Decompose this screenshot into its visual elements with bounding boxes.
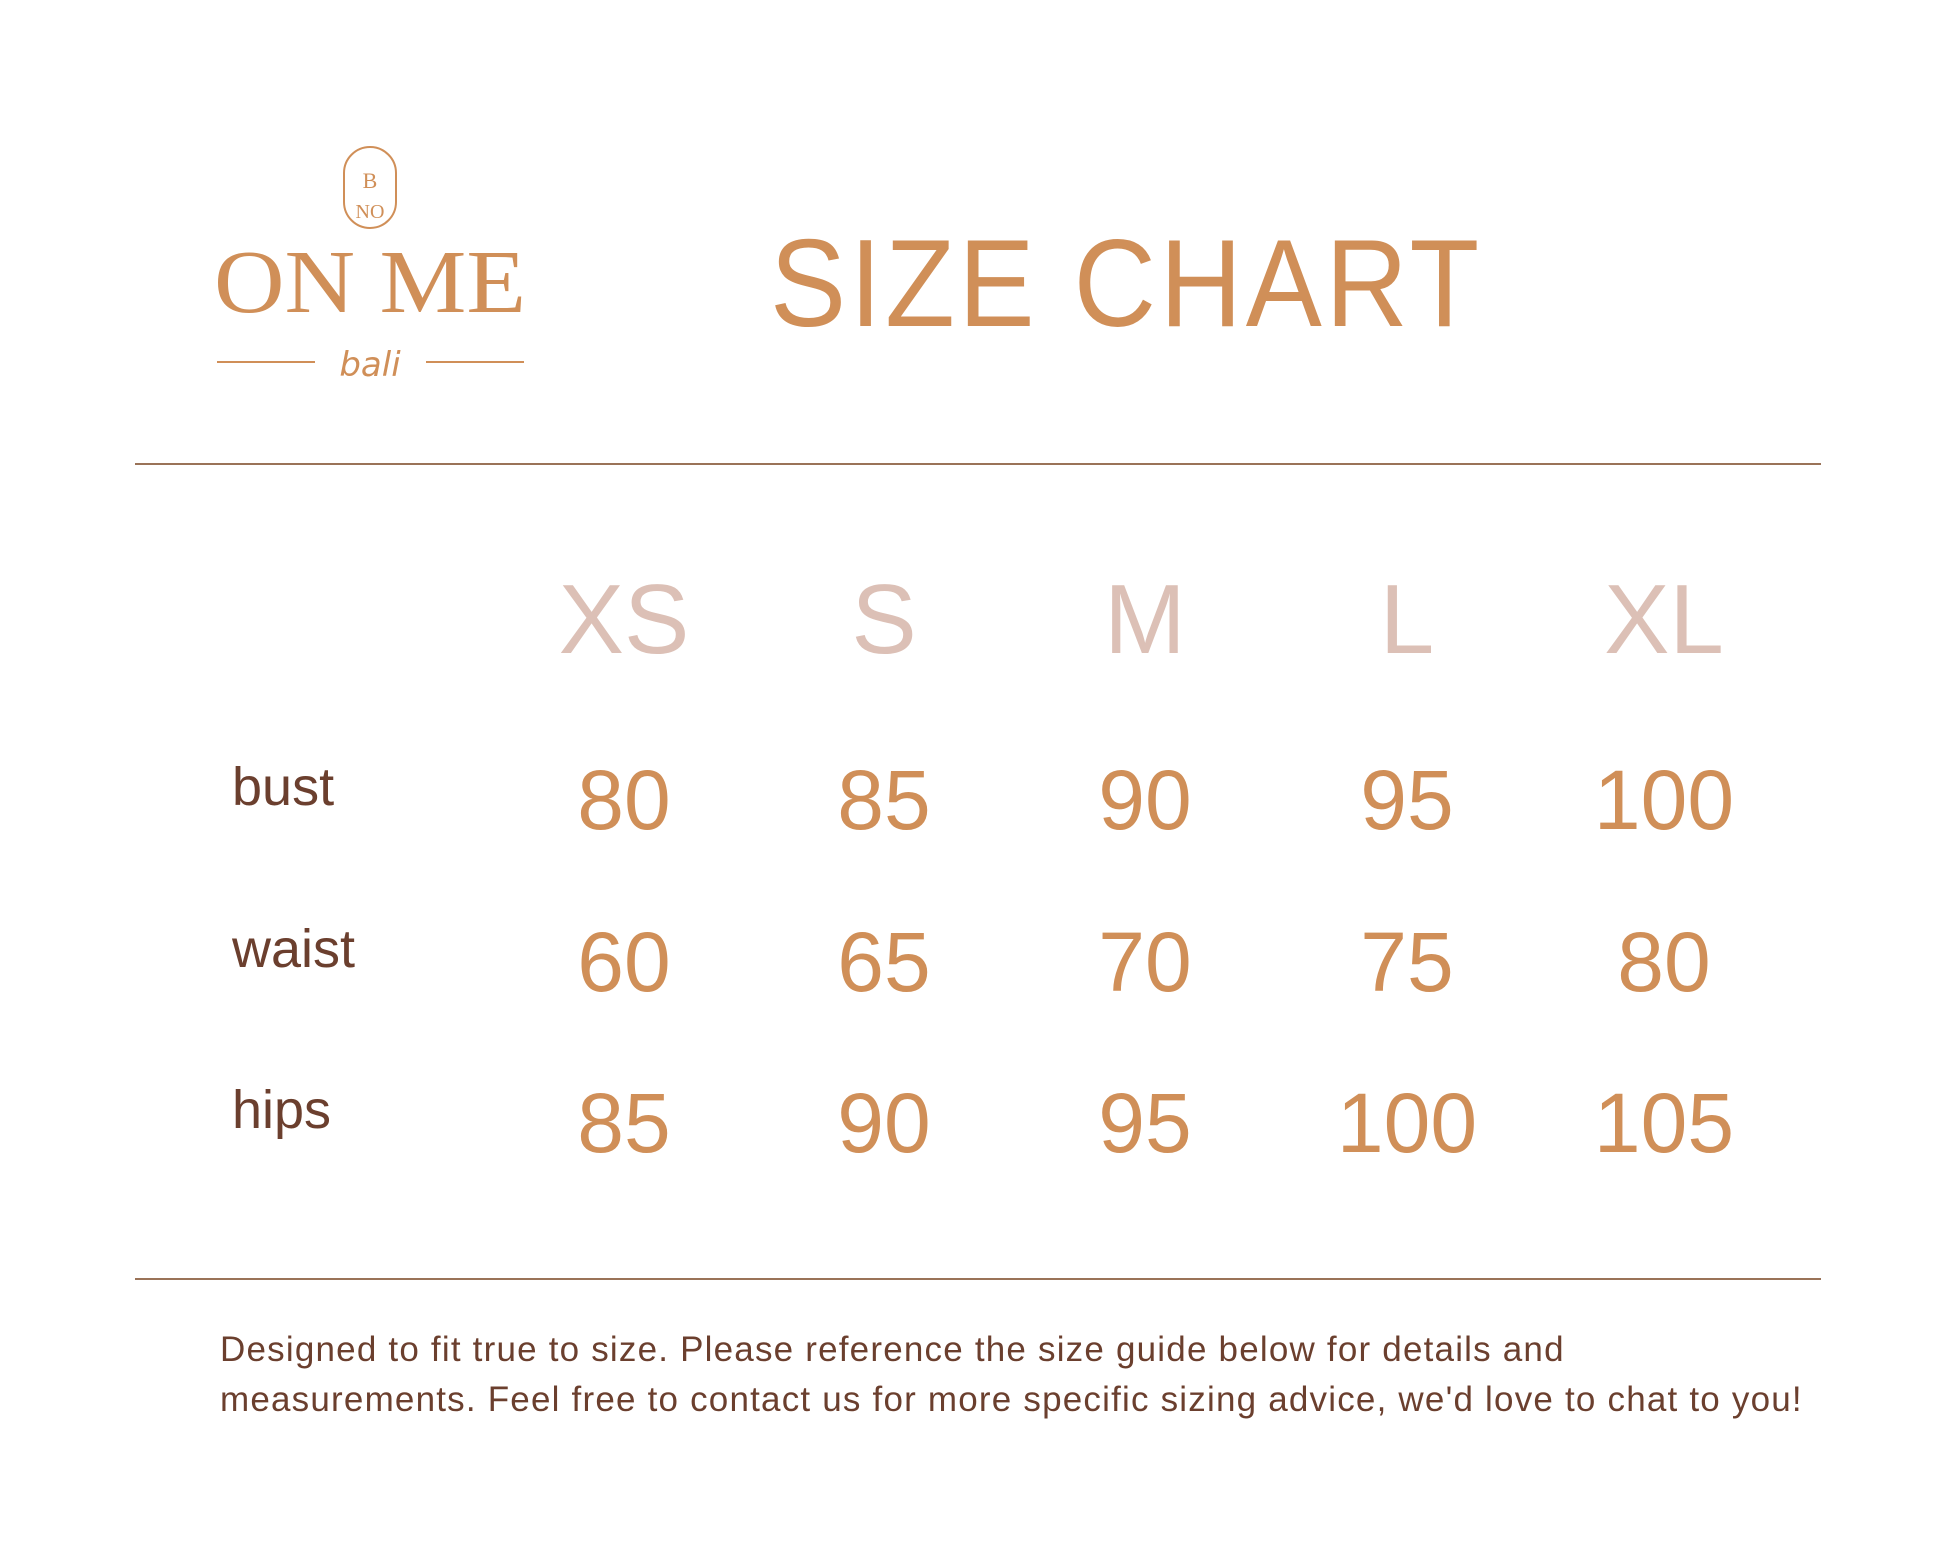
cell: 85 xyxy=(577,1076,671,1170)
cell: 90 xyxy=(837,1076,931,1170)
size-header-xs: XS xyxy=(558,564,690,674)
size-header-m: M xyxy=(1104,564,1186,674)
cell: 105 xyxy=(1593,1076,1735,1170)
cell: 85 xyxy=(837,753,931,847)
cell: 90 xyxy=(1098,753,1192,847)
page-title: SIZE CHART xyxy=(770,215,1483,353)
cell: 70 xyxy=(1098,915,1192,1009)
brand-logo: B NO ON ME bali xyxy=(210,140,530,390)
svg-text:ON ME: ON ME xyxy=(214,233,526,332)
svg-text:NO: NO xyxy=(356,201,385,223)
cell: 65 xyxy=(837,915,931,1009)
cell: 95 xyxy=(1360,753,1454,847)
cell: 80 xyxy=(1617,915,1711,1009)
top-divider xyxy=(135,463,1821,465)
cell: 100 xyxy=(1336,1076,1478,1170)
size-header-s: S xyxy=(851,564,917,674)
cell: 80 xyxy=(577,753,671,847)
bottom-divider xyxy=(135,1278,1821,1280)
row-label: bust xyxy=(232,757,335,817)
size-header-l: L xyxy=(1379,564,1435,674)
cell: 75 xyxy=(1360,915,1454,1009)
cell: 100 xyxy=(1593,753,1735,847)
cell: 60 xyxy=(577,915,671,1009)
size-header-xl: XL xyxy=(1604,564,1724,674)
svg-text:bali: bali xyxy=(339,345,401,385)
sizing-note: Designed to fit true to size. Please ref… xyxy=(220,1330,1803,1419)
svg-text:B: B xyxy=(363,168,378,193)
row-label: hips xyxy=(232,1080,332,1140)
row-label: waist xyxy=(232,919,356,979)
cell: 95 xyxy=(1098,1076,1192,1170)
